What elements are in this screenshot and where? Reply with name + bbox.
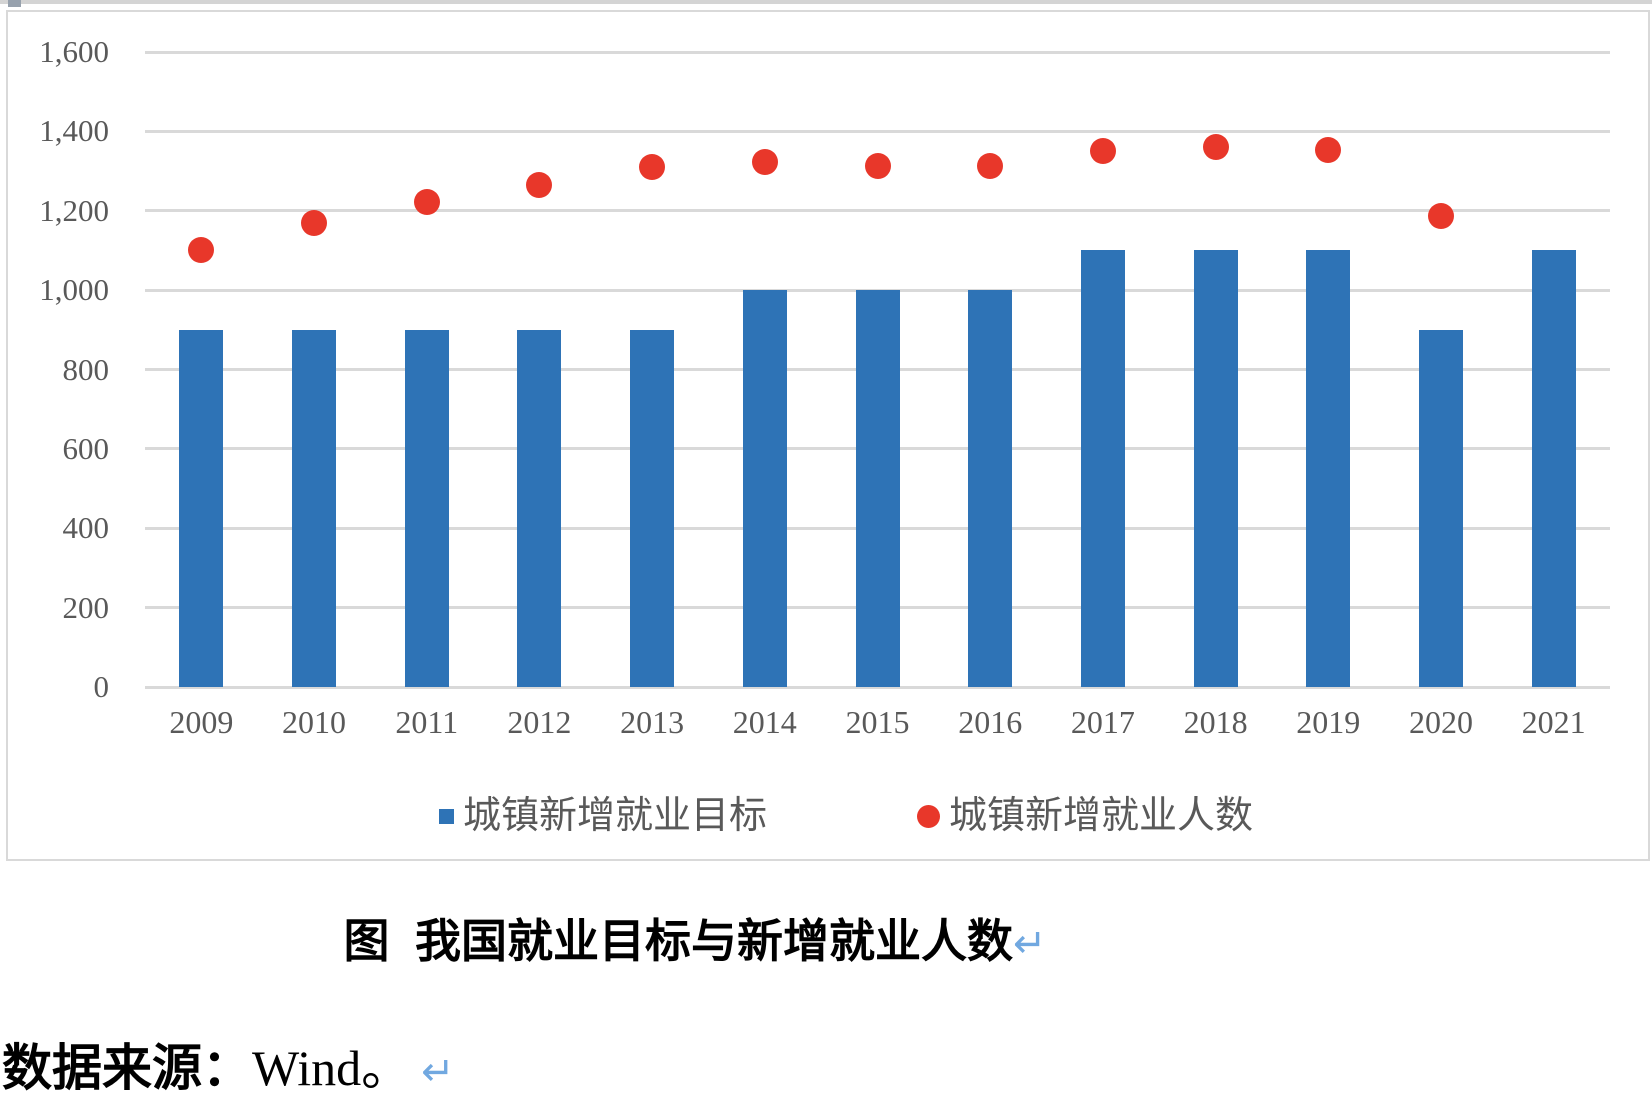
x-axis-label-2021: 2021: [1521, 704, 1586, 740]
dot-2013: [639, 154, 666, 181]
dot-2019: [1315, 137, 1342, 164]
dot-2018: [1202, 133, 1229, 160]
bar-2018: [1193, 250, 1238, 687]
dot-2016: [977, 152, 1004, 179]
bar-2016: [968, 290, 1013, 687]
dot-2017: [1089, 137, 1116, 164]
gridline: [145, 209, 1610, 213]
scatter-series-marker-icon: [917, 804, 940, 828]
x-axis-label-2019: 2019: [1296, 704, 1361, 740]
x-axis-label-2018: 2018: [1183, 704, 1248, 740]
dot-2011: [413, 189, 440, 216]
dot-2014: [751, 149, 778, 176]
dot-2009: [188, 236, 215, 263]
y-axis-label: 600: [62, 430, 110, 466]
paragraph-return-icon: ↵: [421, 1050, 455, 1094]
legend-item-actual: 城镇新增就业人数: [917, 794, 1253, 838]
y-axis-label: 400: [62, 510, 110, 546]
bar-2015: [855, 290, 900, 687]
object-anchor-handle[interactable]: [8, 0, 21, 7]
dot-2012: [526, 171, 553, 198]
y-axis-label: 1,200: [39, 192, 109, 228]
y-axis-label: 1,400: [39, 113, 109, 149]
dot-2020: [1427, 203, 1454, 230]
x-axis-label-2015: 2015: [845, 704, 910, 740]
top-divider: [0, 0, 1652, 4]
y-axis-label: 1,600: [39, 34, 109, 69]
bar-2012: [517, 329, 562, 687]
x-axis-label-2014: 2014: [732, 704, 797, 740]
y-axis-label: 200: [62, 589, 110, 625]
dot-2015: [864, 153, 891, 180]
x-axis-label-2009: 2009: [169, 704, 234, 740]
x-axis-line: [145, 685, 1610, 689]
bar-2020: [1418, 329, 1463, 687]
bar-2019: [1306, 250, 1351, 687]
gridline: [145, 129, 1610, 133]
bar-2017: [1080, 250, 1125, 687]
gridline: [145, 50, 1610, 54]
bar-2021: [1531, 250, 1576, 687]
x-axis-label-2013: 2013: [620, 704, 685, 740]
paragraph-return-icon: ↵: [1013, 922, 1047, 966]
y-axis-label: 800: [62, 351, 110, 387]
x-axis-label-2016: 2016: [958, 704, 1023, 740]
x-axis-label-2011: 2011: [395, 704, 459, 740]
x-axis-label-2010: 2010: [282, 704, 347, 740]
y-axis-label: 1,000: [39, 272, 109, 308]
legend-item-target: 城镇新增就业目标: [438, 794, 767, 838]
source-label-zh: 数据来源：: [2, 1040, 252, 1096]
bar-2014: [742, 290, 787, 687]
legend-label-actual: 城镇新增就业人数: [949, 795, 1254, 837]
dot-2010: [301, 210, 328, 237]
bar-2010: [292, 329, 337, 687]
bar-series-marker-icon: [438, 808, 454, 824]
x-axis-label-2020: 2020: [1408, 704, 1473, 740]
y-axis-label: 0: [93, 669, 110, 704]
bar-2013: [630, 329, 675, 687]
employment-chart[interactable]: 城镇新增就业目标 城镇新增就业人数 0 200 400 600 800 1,000 1,20…: [6, 10, 1650, 861]
x-axis-label-2017: 2017: [1070, 704, 1135, 740]
legend-label-target: 城镇新增就业目标: [462, 795, 767, 837]
x-axis-label-2012: 2012: [507, 704, 572, 740]
figure-caption: 图 我国就业目标与新增就业人数↵: [0, 905, 1390, 971]
source-label-latin: Wind。: [252, 1040, 412, 1096]
bar-2011: [404, 329, 449, 687]
data-source-note: 数据来源：Wind。 ↵: [2, 1028, 455, 1098]
chart-legend: 城镇新增就业目标 城镇新增就业人数: [8, 794, 1652, 838]
figure-caption-text: 图 我国就业目标与新增就业人数: [343, 915, 1014, 967]
bar-2009: [179, 329, 224, 687]
